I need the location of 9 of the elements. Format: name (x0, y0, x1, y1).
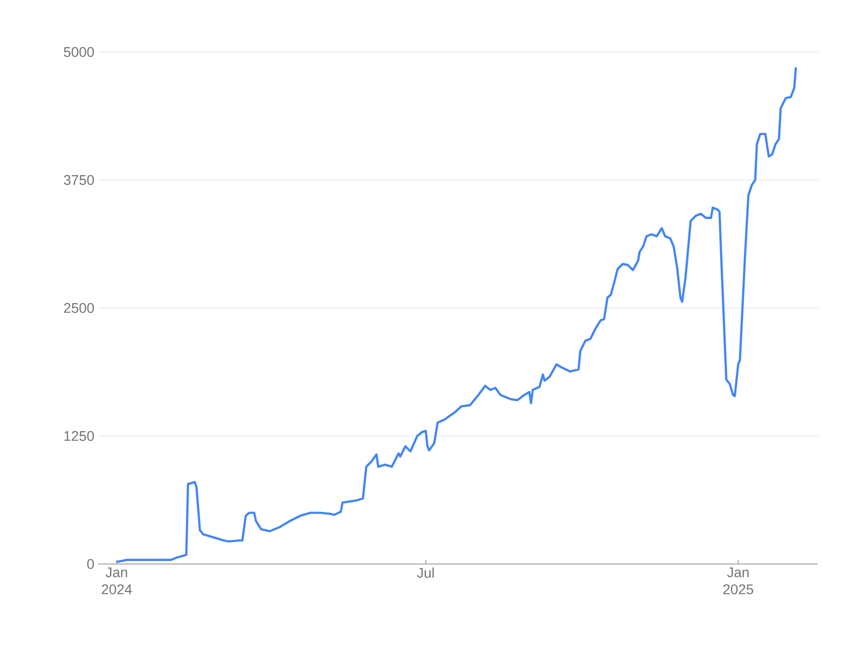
y-tick-label: 1250 (64, 431, 94, 441)
x-tick-label: Jan 2024 (102, 568, 132, 594)
y-tick-label: 5000 (64, 47, 94, 57)
y-tick-label: 0 (87, 559, 94, 569)
x-tick-label: Jul (417, 568, 434, 578)
x-tick-label: Jan 2025 (723, 568, 754, 594)
y-tick-label: 3750 (64, 175, 94, 185)
line-series (116, 66, 798, 564)
y-tick-label: 2500 (64, 303, 94, 313)
